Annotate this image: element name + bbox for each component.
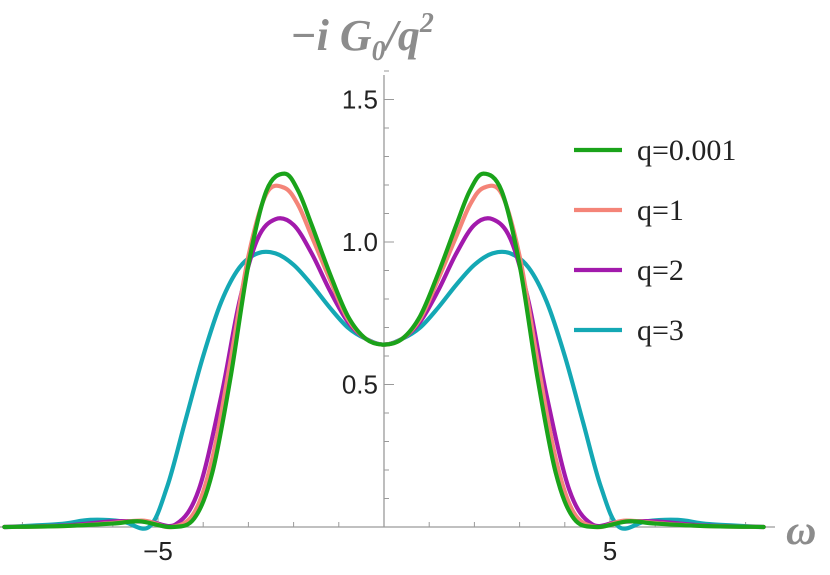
axes: −5 5 0.5 1.0 1.5 (0, 70, 775, 566)
y-tick-label: 1.5 (342, 85, 378, 115)
legend: q=0.001 q=1 q=2 q=3 (574, 134, 736, 347)
y-tick-label: 0.5 (342, 370, 378, 400)
x-tick-label: 5 (603, 536, 617, 566)
series-line-q-0-001 (2, 171, 766, 530)
legend-label: q=2 (637, 254, 684, 287)
legend-label: q=3 (637, 314, 684, 347)
chart-title: −i G0/q2 (290, 8, 434, 67)
title-superscript: 2 (419, 8, 434, 39)
title-subscript: 0 (372, 36, 386, 67)
legend-label: q=1 (637, 194, 684, 227)
series-group (2, 171, 766, 531)
title-middle: /q (383, 11, 420, 60)
y-tick-label: 1.0 (342, 227, 378, 257)
x-tick-label: −5 (143, 536, 173, 566)
x-axis-label: ω (786, 508, 816, 554)
legend-label: q=0.001 (637, 134, 736, 167)
title-prefix: −i G (290, 11, 372, 60)
